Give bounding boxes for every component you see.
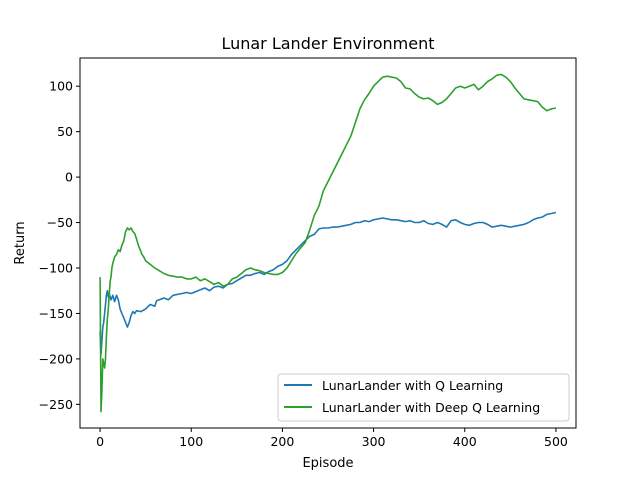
y-tick-label: −200 [39, 351, 73, 366]
series-lines [99, 73, 557, 413]
y-tick-label: −50 [47, 215, 73, 230]
x-axis: 0 100 200 300 400 500 [96, 428, 568, 449]
x-tick-label: 100 [179, 434, 203, 449]
y-tick-label: 50 [57, 124, 73, 139]
y-tick-label: −150 [39, 306, 73, 321]
legend-label-deep-q-learning: LunarLander with Deep Q Learning [322, 400, 540, 415]
y-axis-label: Return [13, 221, 28, 264]
x-axis-label: Episode [302, 456, 353, 471]
y-tick-label: 0 [65, 170, 73, 185]
x-tick-label: 200 [270, 434, 294, 449]
series-line-q-learning [99, 211, 557, 356]
plot-area [79, 57, 577, 429]
legend-label-q-learning: LunarLander with Q Learning [322, 378, 503, 393]
x-tick-label: 400 [453, 434, 477, 449]
x-tick-label: 300 [362, 434, 386, 449]
chart-title: Lunar Lander Environment [221, 34, 434, 53]
legend-frame [277, 373, 570, 422]
y-tick-label: 100 [49, 79, 73, 94]
y-axis: −250 −200 −150 −100 −50 0 50 100 [39, 79, 80, 412]
series-line-deep-q-learning [99, 73, 557, 413]
x-tick-label: 500 [544, 434, 568, 449]
y-tick-label: −250 [39, 397, 73, 412]
y-tick-label: −100 [39, 261, 73, 276]
legend: LunarLander with Q Learning LunarLander … [277, 373, 570, 422]
x-tick-label: 0 [96, 434, 104, 449]
